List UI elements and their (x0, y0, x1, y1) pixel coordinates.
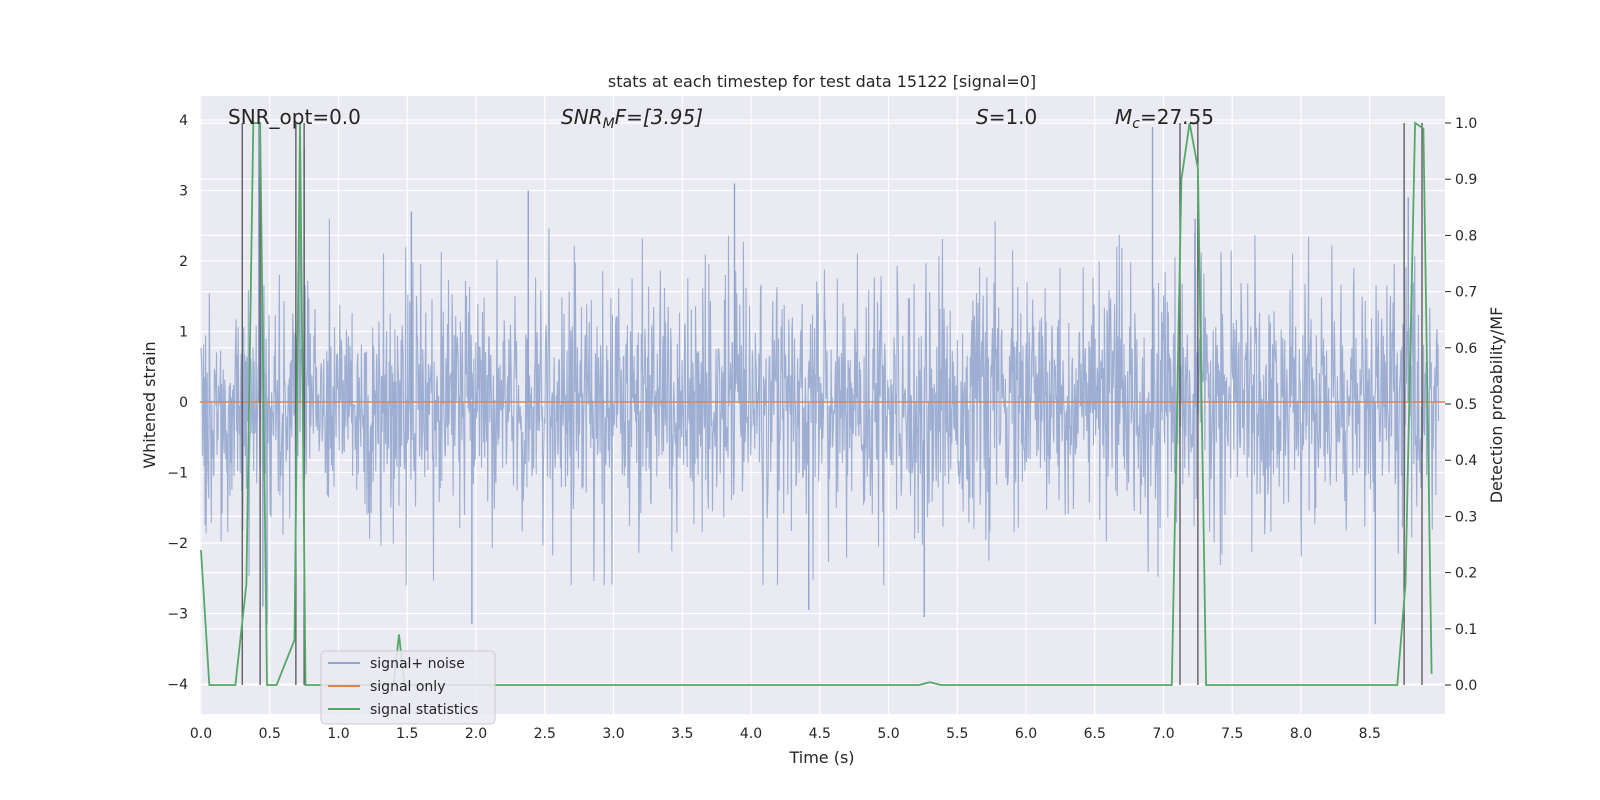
y-tick-label: 1 (179, 325, 188, 341)
y-tick-label: −3 (167, 607, 188, 623)
x-tick-label: 3.0 (602, 726, 624, 742)
x-tick-label: 7.0 (1152, 726, 1174, 742)
y-tick-label: 3 (179, 184, 188, 200)
x-tick-label: 1.5 (396, 726, 418, 742)
legend: signal+ noise signal only signal statist… (320, 650, 496, 725)
y-tick-label: −4 (167, 677, 188, 693)
x-tick-label: 5.5 (946, 726, 968, 742)
x-tick-label: 2.0 (465, 726, 487, 742)
annotation-s: S=1.0 (976, 105, 1037, 129)
x-tick-label: 0.5 (259, 726, 281, 742)
y2-tick-label: 0.4 (1455, 453, 1477, 469)
y-tick-label: −1 (167, 466, 188, 482)
s-value: =1.0 (989, 105, 1038, 129)
x-tick-label: 2.5 (534, 726, 556, 742)
snr-mf-rest: F=[3.95] (615, 105, 703, 129)
y-tick-label: −2 (167, 536, 188, 552)
signal-noise-line (200, 218, 1440, 586)
y-tick-labels: −4 −3 −2 −1 0 1 2 3 4 (167, 113, 188, 693)
x-tick-label: 5.0 (877, 726, 899, 742)
chart-title: stats at each timestep for test data 151… (608, 72, 1036, 91)
y2-tick-label: 0.6 (1455, 341, 1477, 357)
y-axis-label: Whitened strain (140, 341, 159, 468)
y2-tick-label: 1.0 (1455, 116, 1477, 132)
legend-label-signal-statistics: signal statistics (370, 702, 478, 718)
x-tick-label: 6.0 (1015, 726, 1037, 742)
y2-tick-label: 0.2 (1455, 566, 1477, 582)
x-tick-label: 7.5 (1221, 726, 1243, 742)
x-tick-label: 0.0 (190, 726, 212, 742)
x-tick-label: 8.0 (1290, 726, 1312, 742)
mc-value: =27.55 (1140, 105, 1214, 129)
y-tick-label: 2 (179, 254, 188, 270)
y2-tick-label: 0.7 (1455, 285, 1477, 301)
legend-box (320, 650, 496, 725)
mc-label: M (1115, 105, 1132, 129)
y2-tick-label: 0.1 (1455, 622, 1477, 638)
y-tick-label: 0 (179, 395, 188, 411)
y2-axis-label: Detection probability/MF (1487, 307, 1506, 504)
x-tick-label: 3.5 (671, 726, 693, 742)
annotation-snr-mf: SNRMF=[3.95] (561, 105, 703, 132)
y2-tick-label: 0.8 (1455, 228, 1477, 244)
snr-mf-sub: M (603, 116, 615, 132)
x-tick-labels: 0.0 0.5 1.0 1.5 2.0 2.5 3.0 3.5 4.0 4.5 5.0 5.5 6.0 6… (190, 726, 1381, 742)
y2-tick-labels: 0.0 0.1 0.2 0.3 0.4 0.5 0.6 0.7 0.8 0.9 1.0 (1445, 116, 1477, 694)
signal-statistics-line (200, 121, 1433, 686)
x-axis-label: Time (s) (788, 748, 854, 767)
x-tick-label: 8.5 (1359, 726, 1381, 742)
snr-mf-label: SNR (561, 105, 603, 129)
legend-label-signal-noise: signal+ noise (370, 656, 465, 672)
x-tick-label: 6.5 (1084, 726, 1106, 742)
annotation-mc: Mc=27.55 (1115, 105, 1214, 132)
y2-tick-label: 0.5 (1455, 397, 1477, 413)
y-tick-label: 4 (179, 113, 188, 129)
mc-sub: c (1132, 116, 1140, 132)
x-tick-label: 4.0 (740, 726, 762, 742)
x-tick-label: 1.0 (327, 726, 349, 742)
y2-tick-label: 0.3 (1455, 509, 1477, 525)
s-label: S (976, 105, 989, 129)
signal-statistics-series (200, 121, 1433, 686)
y2-tick-label: 0.0 (1455, 678, 1477, 694)
legend-label-signal-only: signal only (370, 679, 445, 695)
x-tick-label: 4.5 (809, 726, 831, 742)
y2-tick-label: 0.9 (1455, 172, 1477, 188)
annotation-snr-opt: SNR_opt=0.0 (228, 105, 361, 129)
